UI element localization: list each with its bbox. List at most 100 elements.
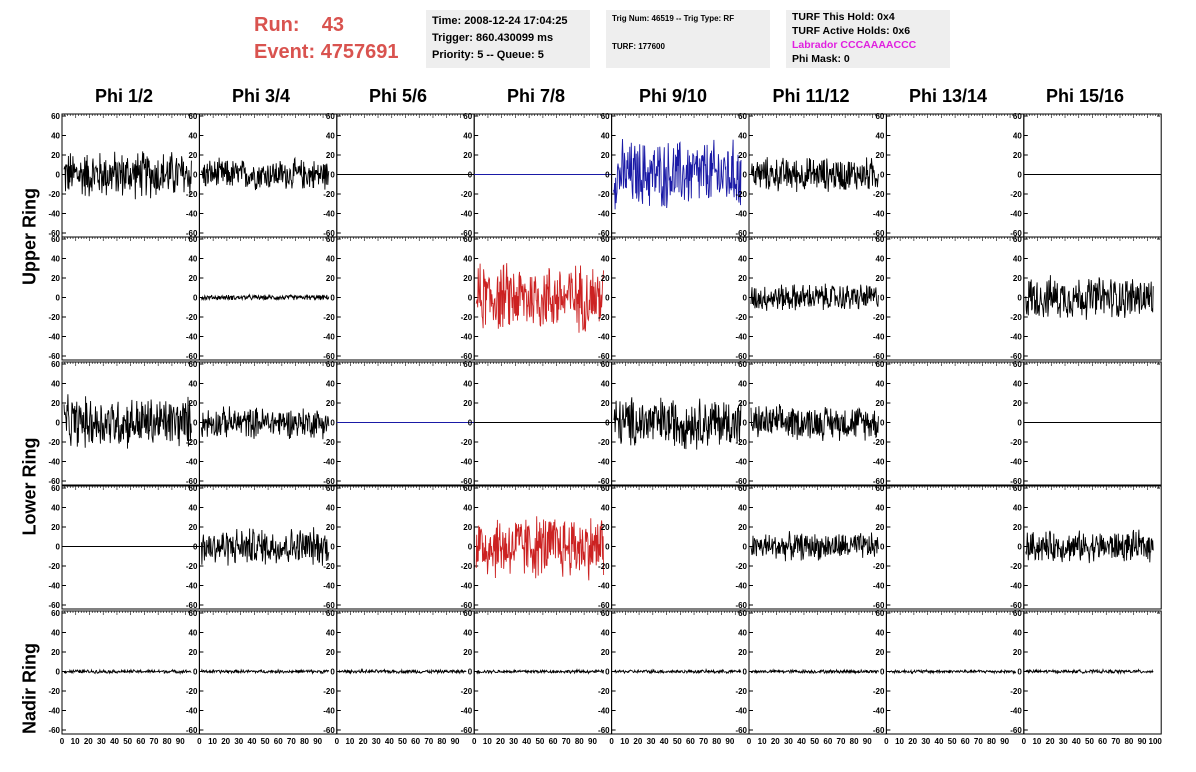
x-tick-label: 40 bbox=[797, 737, 806, 746]
y-tick-label: 0 bbox=[193, 543, 198, 552]
y-tick-label: -60 bbox=[48, 726, 60, 735]
y-tick-label: 0 bbox=[605, 171, 610, 180]
y-tick-label: -20 bbox=[48, 438, 60, 447]
column-title-phi-15-16: Phi 15/16 bbox=[1045, 86, 1125, 106]
y-tick-label: 40 bbox=[738, 629, 747, 638]
x-tick-label: 0 bbox=[335, 737, 340, 746]
y-tick-label: -20 bbox=[735, 438, 747, 447]
y-tick-label: 20 bbox=[601, 648, 610, 657]
y-tick-label: 60 bbox=[51, 235, 60, 244]
run-label: Run: bbox=[254, 14, 300, 36]
y-tick-label: -40 bbox=[186, 210, 198, 219]
x-tick-label: 10 bbox=[1032, 737, 1041, 746]
phi-mask-text: Phi Mask: 0 bbox=[792, 53, 850, 65]
y-tick-label: -60 bbox=[873, 477, 885, 486]
x-tick-label: 30 bbox=[647, 737, 656, 746]
y-tick-label: -60 bbox=[873, 229, 885, 238]
x-tick-label: 90 bbox=[1000, 737, 1009, 746]
y-tick-label: -20 bbox=[598, 687, 610, 696]
y-tick-label: 0 bbox=[743, 668, 748, 677]
y-tick-label: 20 bbox=[463, 151, 472, 160]
y-tick-label: 40 bbox=[188, 380, 197, 389]
y-tick-label: -60 bbox=[873, 352, 885, 361]
y-tick-label: 60 bbox=[1013, 235, 1022, 244]
x-tick-label: 20 bbox=[771, 737, 780, 746]
y-tick-label: 40 bbox=[188, 629, 197, 638]
y-tick-label: 60 bbox=[738, 484, 747, 493]
x-tick-label: 30 bbox=[234, 737, 243, 746]
x-tick-label: 60 bbox=[1098, 737, 1107, 746]
x-tick-label: 0 bbox=[884, 737, 889, 746]
x-tick-label: 50 bbox=[535, 737, 544, 746]
trigger-text: Trigger: 860.430099 ms bbox=[432, 32, 554, 44]
y-tick-label: 60 bbox=[601, 112, 610, 121]
y-tick-label: 20 bbox=[738, 648, 747, 657]
event-value: 4757691 bbox=[320, 41, 399, 63]
x-tick-label: 30 bbox=[97, 737, 106, 746]
y-tick-label: -40 bbox=[186, 707, 198, 716]
y-tick-label: -20 bbox=[873, 687, 885, 696]
waveform-trace bbox=[750, 157, 879, 193]
y-tick-label: -20 bbox=[323, 190, 335, 199]
y-tick-label: 60 bbox=[51, 112, 60, 121]
y-tick-label: 40 bbox=[875, 380, 884, 389]
y-tick-label: 20 bbox=[738, 523, 747, 532]
y-tick-label: -40 bbox=[323, 707, 335, 716]
y-tick-label: -40 bbox=[598, 333, 610, 342]
x-tick-label: 40 bbox=[935, 737, 944, 746]
time-info-box: Time: 2008-12-24 17:04:25 Trigger: 860.4… bbox=[426, 10, 590, 68]
x-tick-label: 50 bbox=[810, 737, 819, 746]
trig-num-text: Trig Num: 46519 -- Trig Type: RF bbox=[612, 14, 735, 23]
x-tick-label: 20 bbox=[1046, 737, 1055, 746]
waveform-trace bbox=[888, 668, 1017, 675]
x-tick-label: 20 bbox=[84, 737, 93, 746]
y-tick-label: -20 bbox=[461, 562, 473, 571]
y-tick-label: -40 bbox=[323, 333, 335, 342]
y-tick-label: 60 bbox=[463, 484, 472, 493]
y-tick-label: 0 bbox=[468, 668, 473, 677]
waveform-panel-frame bbox=[336, 113, 475, 238]
x-tick-label: 50 bbox=[123, 737, 132, 746]
y-tick-label: -40 bbox=[186, 458, 198, 467]
x-tick-label: 50 bbox=[398, 737, 407, 746]
y-tick-label: 40 bbox=[601, 255, 610, 264]
y-tick-label: -40 bbox=[48, 707, 60, 716]
y-tick-label: -20 bbox=[186, 562, 198, 571]
y-tick-label: 60 bbox=[601, 360, 610, 369]
x-tick-label: 10 bbox=[71, 737, 80, 746]
y-tick-label: 0 bbox=[880, 543, 885, 552]
y-tick-label: -40 bbox=[598, 582, 610, 591]
y-tick-label: -40 bbox=[461, 333, 473, 342]
y-tick-label: 0 bbox=[605, 419, 610, 428]
x-tick-label: 0 bbox=[1022, 737, 1027, 746]
y-tick-label: 40 bbox=[326, 255, 335, 264]
waveform-panel-frame bbox=[748, 610, 887, 735]
x-tick-label: 90 bbox=[176, 737, 185, 746]
x-tick-label: 70 bbox=[424, 737, 433, 746]
x-tick-label: 20 bbox=[496, 737, 505, 746]
y-tick-label: 0 bbox=[468, 171, 473, 180]
y-tick-label: 60 bbox=[326, 484, 335, 493]
turf-info-box: TURF This Hold: 0x4 TURF Active Holds: 0… bbox=[786, 10, 950, 68]
waveform-trace bbox=[200, 668, 330, 675]
run-event-info: Run: 43 Event: 4757691 bbox=[254, 12, 424, 66]
x-tick-label: 70 bbox=[974, 737, 983, 746]
y-tick-label: 20 bbox=[326, 648, 335, 657]
y-tick-label: -60 bbox=[1010, 601, 1022, 610]
x-tick-label: 60 bbox=[961, 737, 970, 746]
y-tick-label: 40 bbox=[1013, 504, 1022, 513]
waveform-panel-frame bbox=[1023, 361, 1162, 486]
waveform-trace bbox=[475, 516, 605, 581]
y-tick-label: -20 bbox=[1010, 687, 1022, 696]
x-tick-label: 70 bbox=[699, 737, 708, 746]
waveform-trace bbox=[1025, 529, 1154, 564]
y-tick-label: -60 bbox=[598, 726, 610, 735]
x-tick-label: 40 bbox=[248, 737, 257, 746]
y-tick-label: 60 bbox=[875, 609, 884, 618]
y-tick-label: -20 bbox=[323, 562, 335, 571]
y-tick-label: 20 bbox=[601, 151, 610, 160]
y-tick-label: 0 bbox=[56, 171, 61, 180]
waveform-panel-frame bbox=[611, 485, 750, 610]
y-tick-label: -40 bbox=[735, 458, 747, 467]
